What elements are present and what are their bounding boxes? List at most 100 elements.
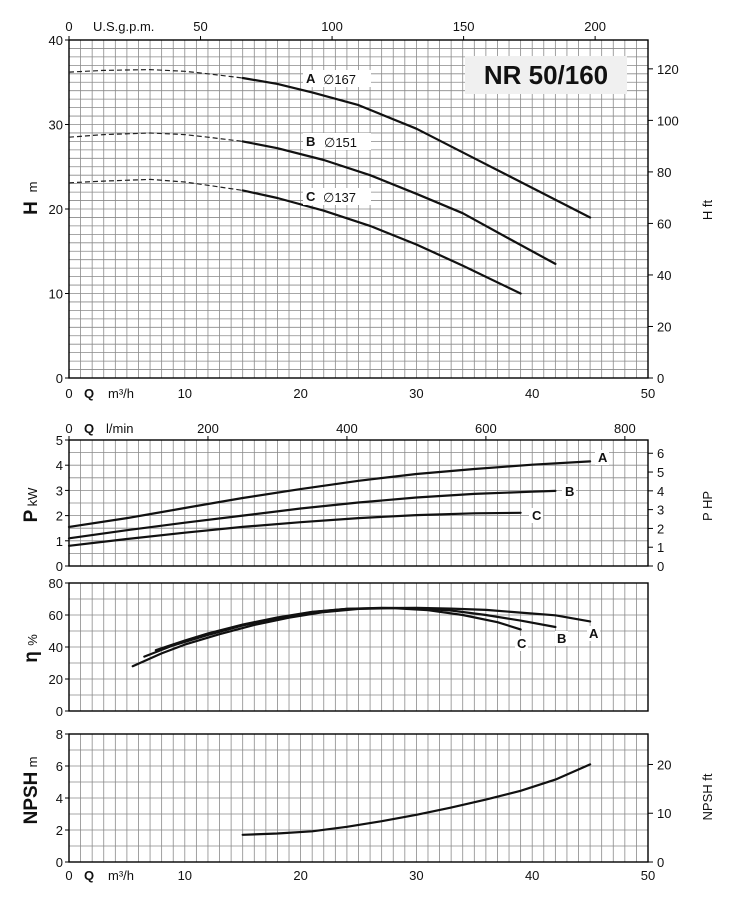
head-series-name-C: C [306,189,316,204]
npsh-curve [241,763,592,836]
npsh-ytick-label: 8 [56,727,63,742]
power-ytick-label: 4 [56,458,63,473]
efficiency-yunit: % [25,634,40,646]
power-series-name-C: C [532,508,542,523]
head-label-bg-B [303,133,371,150]
npsh-ytick-label: 6 [56,759,63,774]
head-xtick-label: 50 [641,386,655,401]
efficiency-series-name-B: B [557,631,566,646]
npsh-ytick-label: 2 [56,823,63,838]
power-ytick-label: 3 [56,483,63,498]
efficiency-ytick-label: 20 [49,672,63,687]
head-series-diameter-C: ∅137 [323,190,356,205]
power-ytick-label: 5 [56,433,63,448]
power-y2tick-label: 4 [657,484,664,499]
head-ytick-label: 30 [49,118,63,133]
power-grid [65,439,653,567]
efficiency-series-name-A: A [589,626,599,641]
power-x2tick-label: 0 [65,421,72,436]
power-ytick-label: 1 [56,534,63,549]
head-xtick-label: 10 [178,386,192,401]
power-y2label: P HP [700,491,715,521]
head-series-name-B: B [306,134,315,149]
head-x2tick-label: 100 [321,19,343,34]
power-ytick-label: 0 [56,559,63,574]
head-y2tick-label: 60 [657,216,671,231]
head-y2label: H ft [700,200,715,221]
power-curve-C [67,511,522,547]
npsh-y2tick-label: 20 [657,757,671,772]
head-series-diameter-B: ∅151 [324,135,357,150]
power-x2tick-label: 800 [614,421,636,436]
power-ylabel: P [21,509,42,522]
npsh-y2tick-label: 10 [657,806,671,821]
efficiency-grid [65,582,649,712]
npsh-xtick-label: 40 [525,868,539,883]
npsh-grid [65,733,653,863]
power-x2tick-label: 400 [336,421,358,436]
power-y2tick-label: 5 [657,465,664,480]
power-x2tick-label: 600 [475,421,497,436]
efficiency-ylabel: η [21,651,42,663]
efficiency-label-bg-B [555,631,568,646]
npsh-yunit: m [25,757,40,768]
power-yunit: kW [25,487,40,507]
chart-title: NR 50/160 [484,60,608,90]
power-label-bg-A [595,450,609,465]
npsh-ylabel: NPSH [21,772,42,825]
head-series-diameter-A: ∅167 [323,72,356,87]
head-curve-B-dashed [68,132,243,142]
head-curve-C-dashed [68,178,243,191]
head-ytick-label: 0 [56,371,63,386]
head-y2tick-label: 20 [657,319,671,334]
npsh-x-axis-q: Q [84,868,94,883]
head-curve-A [241,76,592,219]
head-curve-A-dashed [68,68,243,79]
head-ylabel: H [21,201,42,215]
head-x2tick-label: 0 [65,19,72,34]
npsh-x-axis-unit: m³/h [108,868,134,883]
efficiency-series-name-C: C [517,636,527,651]
power-y2tick-label: 1 [657,540,664,555]
head-x-axis-unit: m³/h [108,386,134,401]
head-xtick-label: 20 [293,386,307,401]
head-label-bg-A [303,70,371,87]
efficiency-ytick-label: 0 [56,704,63,719]
power-top-axis-q: Q [84,421,94,436]
head-x2tick-label: 200 [584,19,606,34]
head-series-name-A: A [306,71,316,86]
head-y2tick-label: 100 [657,113,679,128]
head-x-axis-q: Q [84,386,94,401]
npsh-ytick-label: 4 [56,791,63,806]
head-y2tick-label: 40 [657,268,671,283]
efficiency-ytick-label: 80 [49,576,63,591]
head-x2tick-label: 50 [193,19,207,34]
head-xtick-label: 40 [525,386,539,401]
head-x2tick-label: 150 [453,19,475,34]
efficiency-ytick-label: 60 [49,608,63,623]
npsh-xtick-label: 0 [65,868,72,883]
power-y2tick-label: 3 [657,503,664,518]
power-frame [68,439,649,567]
title-box: NR 50/160 [465,56,627,94]
head-label-bg-C [303,188,371,205]
power-label-bg-B [562,484,576,499]
npsh-y2label: NPSH ft [700,773,715,820]
head-y2tick-label: 80 [657,165,671,180]
power-y2tick-label: 0 [657,559,664,574]
power-series-name-A: A [598,450,608,465]
efficiency-label-bg-C [515,636,528,651]
head-yunit: m [25,182,40,193]
power-y2tick-label: 6 [657,446,664,461]
npsh-xtick-label: 10 [178,868,192,883]
top-axis-label-usgpm: U.S.g.p.m. [93,19,154,34]
power-curve-B [67,489,557,540]
head-xtick-label: 30 [409,386,423,401]
head-ytick-label: 40 [49,33,63,48]
power-series-name-B: B [565,484,574,499]
head-xtick-label: 0 [65,386,72,401]
npsh-ytick-label: 0 [56,855,63,870]
power-top-axis-unit: l/min [106,421,133,436]
